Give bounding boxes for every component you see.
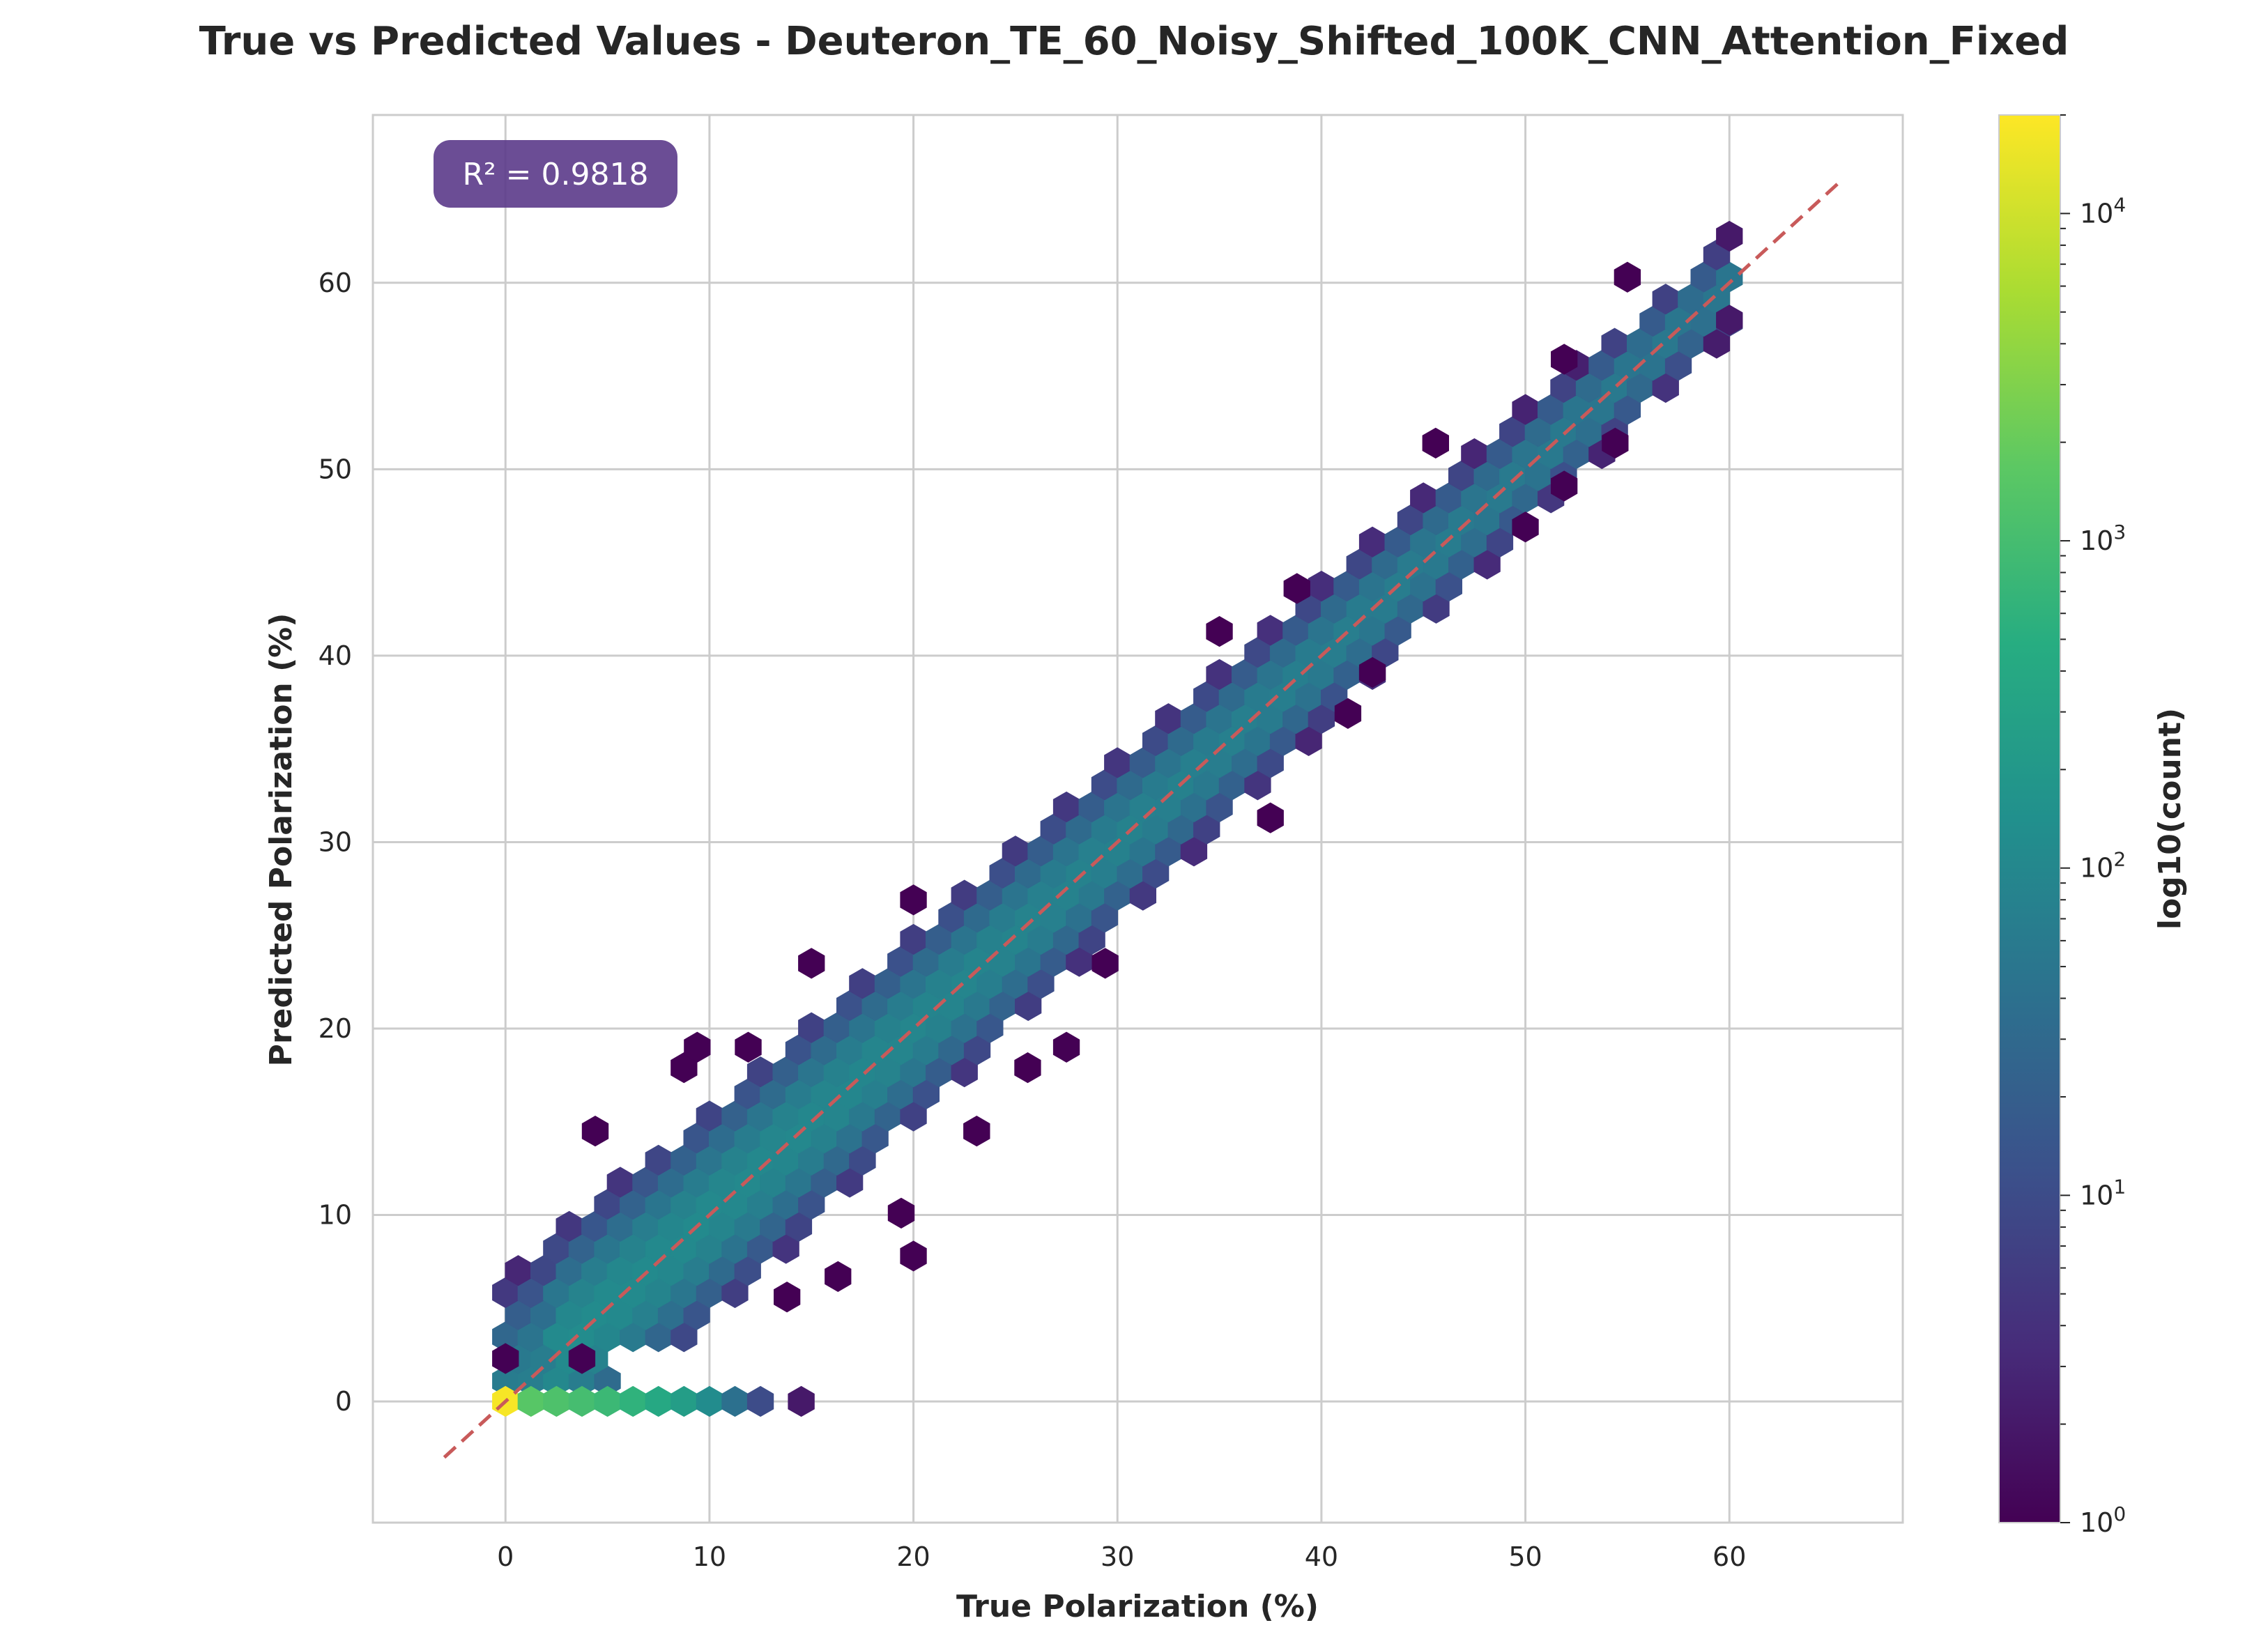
hexbin-cell — [1206, 616, 1233, 647]
hexbin-cell — [684, 1031, 711, 1063]
hexbin-cell — [825, 1261, 852, 1292]
y-tick-label: 40 — [319, 640, 352, 671]
y-tick-label: 60 — [319, 268, 352, 298]
y-tick-label: 0 — [335, 1386, 352, 1417]
hexbin-cell — [774, 1282, 801, 1313]
hexbin-cells — [492, 220, 1743, 1417]
colorbar-tick-label: 100 — [2080, 1502, 2126, 1538]
hexbin-cell — [1716, 220, 1743, 252]
x-tick-label: 0 — [497, 1541, 514, 1572]
colorbar-tick-label: 102 — [2080, 848, 2126, 884]
y-tick-label: 50 — [319, 454, 352, 484]
hexbin-cell — [1283, 573, 1310, 604]
x-tick-label: 50 — [1508, 1541, 1542, 1572]
hexbin-cell — [1334, 698, 1362, 729]
x-axis-label: True Polarization (%) — [956, 1589, 1319, 1624]
r2-annotation-box — [434, 140, 677, 208]
colorbar-tick-label: 103 — [2080, 521, 2126, 556]
colorbar-tick-label: 101 — [2080, 1175, 2126, 1210]
hexbin-cell — [568, 1343, 596, 1374]
hexbin-cell — [1014, 1052, 1041, 1084]
hexbin-cell — [581, 1116, 609, 1147]
hexbin-cell — [1512, 511, 1539, 543]
hexbin-cell — [1422, 427, 1449, 459]
hexbin-cell — [1716, 305, 1743, 336]
colorbar-label: log10(count) — [2152, 708, 2188, 930]
colorbar-ticks: 100 101 102 103 104 — [2060, 114, 2126, 1538]
r2-annotation-text: R² = 0.9818 — [462, 157, 648, 192]
chart-title: True vs Predicted Values - Deuteron_TE_6… — [199, 19, 2069, 64]
plot-frame — [371, 114, 1904, 1524]
hexbin-cell — [1257, 802, 1284, 833]
hexbin-cell — [1614, 261, 1641, 293]
identity-reference-line — [443, 178, 1843, 1459]
x-axis-ticks: 0 10 20 30 40 50 60 — [497, 1541, 1746, 1572]
hexbin-cell — [1358, 656, 1386, 688]
hexbin-cell — [1551, 470, 1578, 502]
y-axis-label: Predicted Polarization (%) — [263, 613, 299, 1067]
y-tick-label: 20 — [319, 1013, 352, 1044]
hexbin-cell — [735, 1031, 762, 1063]
hexbin-cell — [1551, 344, 1578, 375]
colorbar — [1998, 114, 2061, 1523]
hexbin-cell — [900, 1240, 927, 1272]
x-tick-label: 20 — [896, 1541, 930, 1572]
hexbin-cell — [1091, 948, 1119, 979]
y-axis-ticks: 0 10 20 30 40 50 60 — [319, 268, 352, 1417]
hexbin-cell — [492, 1343, 519, 1374]
x-tick-label: 10 — [693, 1541, 726, 1572]
hexbin-cell — [1052, 1031, 1080, 1063]
colorbar-tick-label: 104 — [2080, 193, 2126, 229]
r2-annotation: R² = 0.9818 — [434, 140, 677, 208]
hexbin-cell — [798, 948, 825, 979]
y-tick-label: 10 — [319, 1200, 352, 1231]
hexbin-cell — [963, 1116, 990, 1147]
y-tick-label: 30 — [319, 826, 352, 857]
hexbin-cell — [1602, 427, 1629, 459]
x-tick-label: 30 — [1101, 1541, 1134, 1572]
hexbin-cell — [788, 1385, 815, 1417]
hexbin-cell — [887, 1197, 915, 1229]
x-tick-label: 40 — [1305, 1541, 1338, 1572]
hexbin-cell — [746, 1385, 774, 1417]
x-tick-label: 60 — [1713, 1541, 1746, 1572]
hexbin-cell — [900, 884, 927, 916]
